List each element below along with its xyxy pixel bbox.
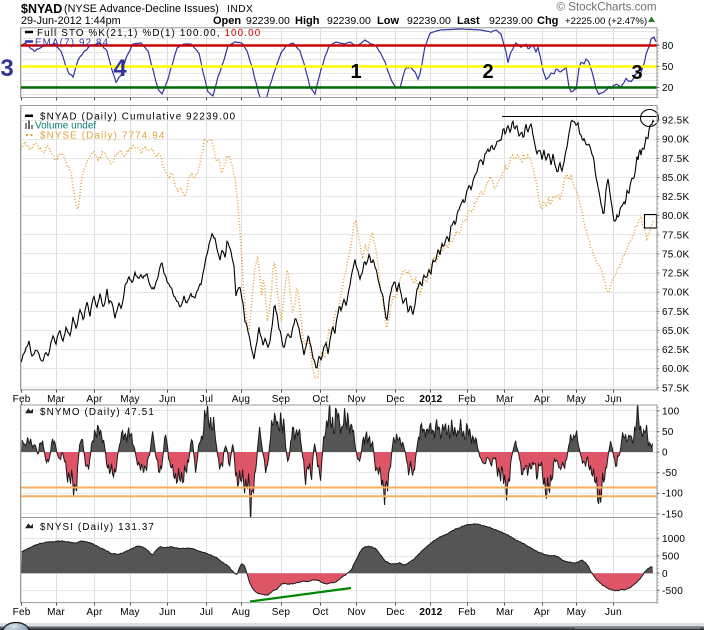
svg-text:50: 50	[662, 427, 674, 438]
svg-text:Jun: Jun	[159, 394, 176, 405]
svg-text:Feb: Feb	[458, 607, 476, 618]
svg-text:Nov: Nov	[348, 607, 366, 618]
svg-text:-150: -150	[662, 509, 683, 520]
svg-text:80: 80	[662, 41, 674, 52]
svg-text:-100: -100	[662, 489, 683, 500]
svg-text:2012: 2012	[419, 607, 442, 618]
svg-text:$NYSE (Daily) 7774.94: $NYSE (Daily) 7774.94	[40, 131, 165, 142]
svg-text:May: May	[567, 607, 587, 618]
svg-text:1: 1	[350, 61, 361, 83]
svg-text:92239.00: 92239.00	[407, 15, 451, 27]
svg-text:$NYAD (Daily) Cumulative 92239: $NYAD (Daily) Cumulative 92239.00	[40, 112, 236, 123]
svg-text:Apr: Apr	[534, 607, 551, 618]
svg-text:2012: 2012	[419, 394, 442, 405]
svg-text:77.5K: 77.5K	[662, 230, 689, 241]
svg-text:72.5K: 72.5K	[662, 269, 689, 280]
svg-text:Volume undef: Volume undef	[35, 121, 96, 132]
svg-text:May: May	[120, 607, 140, 618]
svg-text:Dec: Dec	[386, 394, 404, 405]
svg-text:Mar: Mar	[496, 607, 514, 618]
svg-text:Last: Last	[457, 15, 480, 27]
svg-text:3: 3	[0, 55, 13, 82]
svg-text:Apr: Apr	[86, 607, 103, 618]
svg-text:75.0K: 75.0K	[662, 249, 689, 260]
svg-text:(NYSE Advance-Decline Issues): (NYSE Advance-Decline Issues)	[64, 3, 219, 15]
svg-text:90.0K: 90.0K	[662, 135, 689, 146]
svg-text:92239.00: 92239.00	[246, 15, 290, 27]
svg-text:High: High	[295, 15, 320, 27]
svg-text:Jul: Jul	[200, 394, 213, 405]
svg-text:500: 500	[662, 552, 680, 563]
svg-text:Mar: Mar	[496, 394, 514, 405]
svg-text:Oct: Oct	[312, 394, 328, 405]
svg-text:85.0K: 85.0K	[662, 173, 689, 184]
svg-text:Chg: Chg	[537, 15, 558, 27]
svg-text:Oct: Oct	[312, 607, 328, 618]
svg-text:92239.00: 92239.00	[327, 15, 371, 27]
svg-text:87.5K: 87.5K	[662, 154, 689, 165]
svg-text:Aug: Aug	[232, 607, 250, 618]
svg-text:EMA(7) 92.84: EMA(7) 92.84	[35, 38, 109, 49]
svg-text:May: May	[567, 394, 587, 405]
svg-text:70.0K: 70.0K	[662, 288, 689, 299]
svg-text:$NYSI (Daily) 131.37: $NYSI (Daily) 131.37	[40, 522, 155, 533]
svg-text:Feb: Feb	[458, 394, 476, 405]
svg-text:65.0K: 65.0K	[662, 326, 689, 337]
svg-text:INDX: INDX	[227, 4, 253, 15]
svg-text:Mar: Mar	[47, 394, 65, 405]
svg-text:Open: Open	[213, 15, 241, 27]
svg-text:+2225.00 (+2.47%): +2225.00 (+2.47%)	[565, 16, 647, 27]
svg-text:57.5K: 57.5K	[662, 383, 689, 394]
svg-text:Low: Low	[377, 15, 399, 27]
svg-text:0: 0	[662, 569, 668, 580]
svg-text:62.5K: 62.5K	[662, 345, 689, 356]
svg-text:60.0K: 60.0K	[662, 364, 689, 375]
svg-text:Sep: Sep	[272, 607, 291, 618]
svg-text:-500: -500	[662, 586, 683, 597]
svg-text:Jul: Jul	[200, 607, 213, 618]
svg-text:2: 2	[482, 61, 493, 83]
svg-text:Jun: Jun	[605, 394, 622, 405]
svg-text:4: 4	[113, 55, 127, 82]
svg-text:May: May	[120, 394, 140, 405]
svg-text:-50: -50	[662, 468, 677, 479]
svg-text:Nov: Nov	[348, 394, 366, 405]
svg-text:Feb: Feb	[13, 607, 31, 618]
svg-text:Dec: Dec	[386, 607, 404, 618]
svg-text:Jun: Jun	[159, 607, 176, 618]
svg-text:1000: 1000	[662, 534, 685, 545]
svg-text:$NYAD: $NYAD	[21, 2, 62, 16]
svg-text:$NYMO (Daily) 47.51: $NYMO (Daily) 47.51	[40, 407, 155, 418]
svg-text:20: 20	[662, 83, 674, 94]
svg-text:100: 100	[662, 406, 680, 417]
svg-text:80.0K: 80.0K	[662, 211, 689, 222]
svg-text:Apr: Apr	[86, 394, 103, 405]
svg-text:Jun: Jun	[605, 607, 622, 618]
svg-text:92.5K: 92.5K	[662, 116, 689, 127]
svg-text:92239.00: 92239.00	[489, 15, 533, 27]
svg-text:Mar: Mar	[47, 607, 65, 618]
svg-text:67.5K: 67.5K	[662, 307, 689, 318]
svg-text:82.5K: 82.5K	[662, 192, 689, 203]
svg-text:Sep: Sep	[272, 394, 291, 405]
svg-text:Aug: Aug	[232, 394, 250, 405]
svg-text:29-Jun-2012 1:44pm: 29-Jun-2012 1:44pm	[21, 15, 121, 27]
svg-text:Apr: Apr	[534, 394, 551, 405]
svg-text:0: 0	[662, 448, 668, 459]
svg-text:3: 3	[631, 62, 642, 84]
svg-text:Full STO %K(21,1) %D(1) 100.00: Full STO %K(21,1) %D(1) 100.00, 100.00	[37, 28, 261, 39]
svg-text:50: 50	[662, 62, 674, 73]
svg-text:© StockCharts.com: © StockCharts.com	[556, 1, 656, 14]
svg-text:Feb: Feb	[13, 394, 31, 405]
